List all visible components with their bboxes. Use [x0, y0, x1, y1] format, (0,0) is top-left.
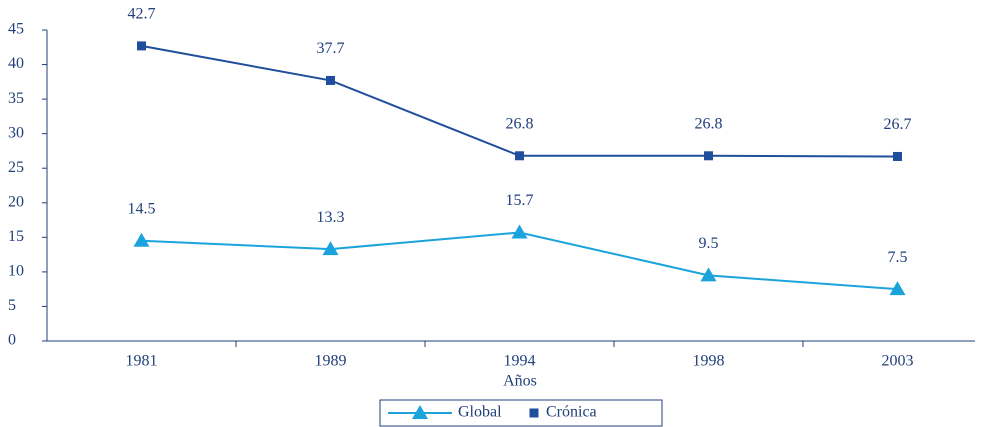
y-tick-label: 35 — [8, 90, 24, 107]
point — [700, 267, 717, 282]
legend-label: Crónica — [546, 404, 597, 421]
series-line — [141, 44, 898, 158]
data-label: 42.7 — [128, 6, 156, 23]
data-label: 26.8 — [695, 115, 723, 132]
data-label: 7.5 — [888, 249, 908, 266]
series-line — [141, 231, 898, 291]
x-tick-label: 1981 — [126, 353, 158, 370]
data-label: 37.7 — [317, 40, 345, 57]
y-tick-label: 45 — [8, 21, 24, 38]
y-tick-label: 30 — [8, 124, 24, 141]
y-tick-label: 10 — [8, 263, 24, 280]
x-tick-label: 2003 — [882, 353, 914, 370]
x-axis-label: Años — [503, 373, 537, 390]
data-label: 14.5 — [128, 200, 156, 217]
y-tick-label: 40 — [8, 55, 24, 72]
data-label: 13.3 — [317, 209, 345, 226]
x-tick-label: 1994 — [504, 353, 536, 370]
point — [515, 151, 524, 161]
x-tick-label: 1989 — [315, 353, 347, 370]
point — [704, 151, 713, 161]
data-label: 26.7 — [884, 116, 912, 133]
data-label: 15.7 — [506, 192, 534, 209]
point — [326, 75, 335, 85]
point — [893, 151, 902, 161]
legend-marker — [529, 408, 539, 418]
y-tick-label: 25 — [8, 159, 24, 176]
legend-label: Global — [458, 404, 502, 421]
point — [889, 281, 906, 296]
y-tick-label: 0 — [8, 332, 16, 349]
point — [137, 41, 146, 51]
y-tick-label: 20 — [8, 193, 24, 210]
legend-marker — [412, 405, 428, 419]
point — [133, 232, 150, 247]
point — [511, 224, 528, 239]
data-label: 9.5 — [699, 235, 719, 252]
y-tick-label: 15 — [8, 228, 24, 245]
x-tick-label: 1998 — [693, 353, 725, 370]
data-label: 26.8 — [506, 115, 534, 132]
y-tick-label: 5 — [8, 297, 16, 314]
point — [322, 241, 339, 256]
